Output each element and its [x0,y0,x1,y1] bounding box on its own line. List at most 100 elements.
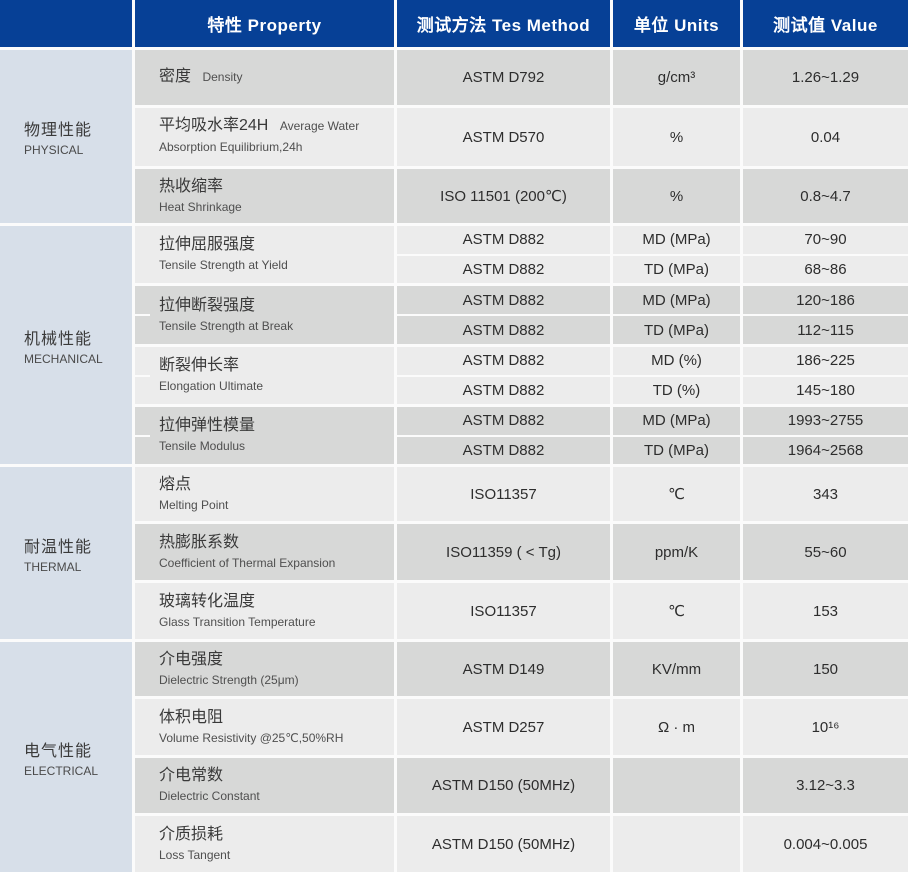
value-tensile-modulus-md: 1993~2755 [743,407,908,435]
property-water-absorption-zh: 平均吸水率24H [159,117,269,135]
units-tensile-modulus: MD (MPa) TD (MPa) [613,407,740,464]
value-tensile-yield-td: 68~86 [743,255,908,283]
property-dielectric-constant-en: Dielectric Constant [159,789,260,804]
category-electrical: 电气性能 ELECTRICAL [0,642,132,872]
value-density: 1.26~1.29 [743,50,908,105]
method-heat-shrinkage: ISO 11501 (200℃) [397,169,610,223]
category-physical-zh: 物理性能 [24,122,93,139]
units-tensile-modulus-td: TD (MPa) [613,436,740,464]
category-mechanical-zh: 机械性能 [24,330,93,348]
property-heat-shrinkage-en: Heat Shrinkage [159,199,242,214]
method-density: ASTM D792 [397,50,610,105]
property-tensile-break: 拉伸断裂强度 Tensile Strength at Break [135,286,394,344]
header-property: 特性 Property [135,0,394,47]
value-tensile-yield: 70~90 68~86 [743,226,908,283]
property-tensile-break-en: Tensile Strength at Break [159,318,294,333]
property-water-absorption-en: Average Water Absorption Equilibrium,24h [159,119,360,154]
value-dielectric-constant: 3.12~3.3 [743,758,908,813]
method-thermal-expansion: ISO11359 ( < Tg) [397,524,610,580]
value-thermal-expansion: 55~60 [743,524,908,580]
category-electrical-en: ELECTRICAL [24,763,99,778]
method-tensile-break-md: ASTM D882 [397,286,610,314]
property-melting-point-zh: 熔点 [159,475,192,493]
property-density-en: Density [202,70,243,85]
units-volume-resistivity: Ω · m [613,699,740,755]
property-volume-resistivity-en: Volume Resistivity @25℃,50%RH [159,730,344,745]
property-loss-tangent-en: Loss Tangent [159,847,231,862]
method-water-absorption: ASTM D570 [397,108,610,166]
units-tensile-yield-td: TD (MPa) [613,255,740,283]
property-elongation: 断裂伸长率 Elongation Ultimate [135,347,394,404]
property-elongation-zh: 断裂伸长率 [159,357,240,375]
units-melting-point: ℃ [613,467,740,521]
property-glass-transition-en: Glass Transition Temperature [159,614,316,629]
units-heat-shrinkage: % [613,169,740,223]
method-tensile-modulus-td: ASTM D882 [397,436,610,464]
units-glass-transition: ℃ [613,583,740,639]
units-elongation-td: TD (%) [613,376,740,404]
value-dielectric-strength: 150 [743,642,908,696]
method-tensile-yield-md: ASTM D882 [397,226,610,254]
method-elongation: ASTM D882 ASTM D882 [397,347,610,404]
category-thermal-en: THERMAL [24,559,82,574]
method-tensile-yield-td: ASTM D882 [397,255,610,283]
property-water-absorption: 平均吸水率24H Average Water Absorption Equili… [135,108,394,166]
header-value: 测试值 Value [743,0,908,47]
property-thermal-expansion: 热膨胀系数 Coefficient of Thermal Expansion [135,524,394,580]
value-tensile-yield-md: 70~90 [743,226,908,254]
value-tensile-break-td: 112~115 [743,316,908,344]
property-tensile-yield-en: Tensile Strength at Yield [159,258,288,273]
units-water-absorption: % [613,108,740,166]
property-density-zh: 密度 [159,68,192,86]
category-electrical-zh: 电气性能 [24,742,93,760]
property-melting-point-en: Melting Point [159,497,229,512]
method-dielectric-constant: ASTM D150 (50MHz) [397,758,610,813]
value-elongation-md: 186~225 [743,347,908,375]
property-tensile-modulus-en: Tensile Modulus [159,439,246,454]
header-method: 测试方法 Tes Method [397,0,610,47]
property-glass-transition: 玻璃转化温度 Glass Transition Temperature [135,583,394,639]
method-elongation-td: ASTM D882 [397,376,610,404]
property-tensile-break-zh: 拉伸断裂强度 [159,296,256,314]
property-tensile-yield-zh: 拉伸屈服强度 [159,236,256,254]
property-melting-point: 熔点 Melting Point [135,467,394,521]
header-units: 单位 Units [613,0,740,47]
property-elongation-en: Elongation Ultimate [159,379,264,394]
property-tensile-yield: 拉伸屈服强度 Tensile Strength at Yield [135,226,394,283]
units-tensile-yield: MD (MPa) TD (MPa) [613,226,740,283]
method-tensile-modulus: ASTM D882 ASTM D882 [397,407,610,464]
category-physical-en: PHYSICAL [24,143,84,157]
method-tensile-yield: ASTM D882 ASTM D882 [397,226,610,283]
value-loss-tangent: 0.004~0.005 [743,816,908,872]
method-tensile-modulus-md: ASTM D882 [397,407,610,435]
units-tensile-yield-md: MD (MPa) [613,226,740,254]
method-glass-transition: ISO11357 [397,583,610,639]
property-dielectric-strength-zh: 介电强度 [159,650,224,668]
units-tensile-break-td: TD (MPa) [613,316,740,344]
property-thermal-expansion-en: Coefficient of Thermal Expansion [159,555,336,570]
units-tensile-modulus-md: MD (MPa) [613,407,740,435]
value-glass-transition: 153 [743,583,908,639]
category-thermal-zh: 耐温性能 [24,538,93,556]
property-dielectric-constant-zh: 介电常数 [159,767,224,785]
method-tensile-break-td: ASTM D882 [397,316,610,344]
value-water-absorption: 0.04 [743,108,908,166]
value-tensile-modulus-td: 1964~2568 [743,436,908,464]
units-density: g/cm³ [613,50,740,105]
units-dielectric-strength: KV/mm [613,642,740,696]
value-elongation-td: 145~180 [743,376,908,404]
value-tensile-break: 120~186 112~115 [743,286,908,344]
category-physical: 物理性能 PHYSICAL [0,50,132,223]
category-thermal: 耐温性能 THERMAL [0,467,132,639]
header-corner-cell [0,0,132,47]
property-heat-shrinkage-zh: 热收缩率 [159,177,224,195]
units-elongation: MD (%) TD (%) [613,347,740,404]
property-thermal-expansion-zh: 热膨胀系数 [159,533,240,551]
property-density: 密度 Density [135,50,394,105]
method-loss-tangent: ASTM D150 (50MHz) [397,816,610,872]
value-volume-resistivity: 10¹⁶ [743,699,908,755]
property-heat-shrinkage: 热收缩率 Heat Shrinkage [135,169,394,223]
value-melting-point: 343 [743,467,908,521]
units-loss-tangent [613,816,740,872]
